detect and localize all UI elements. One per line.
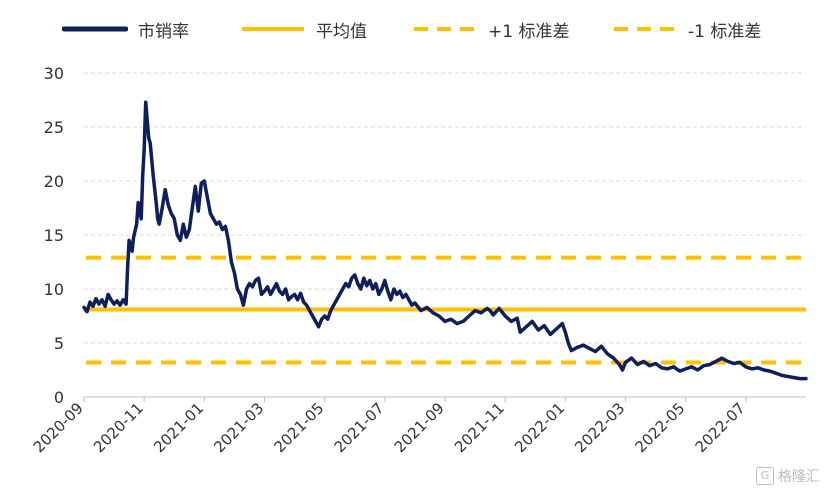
- legend-item-mean: 平均值: [240, 14, 367, 44]
- reference-lines: [84, 255, 806, 365]
- x-tick-label-2020-09: 2020-09: [30, 399, 87, 456]
- y-tick-label-25: 25: [44, 118, 64, 137]
- legend-swatch-minus-1-std: [614, 27, 676, 31]
- watermark-text: 格隆汇: [778, 469, 820, 485]
- legend-label-plus-1-std: +1 标准差: [488, 21, 570, 42]
- legend-label-mean: 平均值: [316, 21, 367, 42]
- legend-label-minus-1-std: -1 标准差: [688, 21, 762, 42]
- legend-swatch-ps-ratio: [62, 26, 128, 32]
- y-tick-label-30: 30: [44, 64, 64, 83]
- x-tick-label-2021-09: 2021-09: [391, 399, 448, 456]
- x-tick-label-2020-11: 2020-11: [90, 399, 147, 456]
- x-tick-label-2022-07: 2022-07: [692, 399, 749, 456]
- legend-swatch-plus-1-std: [414, 27, 476, 31]
- y-tick-label-15: 15: [44, 226, 64, 245]
- y-axis: 0 5 10 15 20 25 30: [44, 64, 64, 407]
- x-tick-label-2021-07: 2021-07: [331, 399, 388, 456]
- legend-item-plus-1-std: +1 标准差: [412, 14, 569, 44]
- legend-label-ps-ratio: 市销率: [138, 21, 189, 42]
- y-tick-label-5: 5: [54, 334, 64, 353]
- x-tick-label-2022-01: 2022-01: [511, 399, 568, 456]
- y-tick-label-20: 20: [44, 172, 64, 191]
- series-line-ps-ratio: [82, 100, 808, 381]
- x-tick-label-2021-05: 2021-05: [270, 399, 327, 456]
- y-tick-label-0: 0: [54, 388, 64, 407]
- x-tick-label-2021-01: 2021-01: [150, 399, 207, 456]
- x-tick-label-2022-05: 2022-05: [631, 399, 688, 456]
- watermark-logo-icon: G: [756, 467, 774, 485]
- x-tick-label-2021-03: 2021-03: [210, 399, 267, 456]
- legend: 市销率 平均值 +1 标准差 -1 标准差: [0, 14, 830, 44]
- legend-item-minus-1-std: -1 标准差: [612, 14, 761, 44]
- y-tick-label-10: 10: [44, 280, 64, 299]
- x-axis: 2020-09 2020-11 2021-01 2021-03 2021-05 2021-…: [30, 396, 806, 456]
- x-tick-label-2021-11: 2021-11: [451, 399, 508, 456]
- legend-item-ps-ratio: 市销率: [62, 14, 189, 44]
- series-lines: [82, 100, 808, 381]
- x-tick-label-2022-03: 2022-03: [571, 399, 628, 456]
- legend-swatch-mean: [242, 27, 304, 31]
- watermark: G 格隆汇: [756, 466, 820, 486]
